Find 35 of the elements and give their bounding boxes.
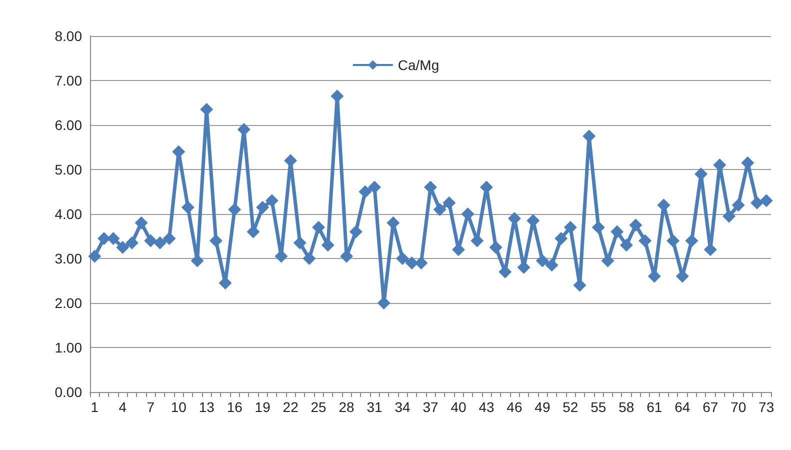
x-tick-label: 70: [730, 399, 746, 415]
x-tick-label: 22: [282, 399, 299, 415]
x-tick-label: 43: [478, 399, 494, 415]
y-tick-label: 5.00: [54, 162, 82, 178]
x-tick-label: 52: [562, 399, 578, 415]
y-tick-label: 6.00: [54, 117, 82, 133]
y-tick-label: 4.00: [54, 206, 82, 222]
x-tick-label: 28: [338, 399, 355, 415]
x-tick-label: 10: [170, 399, 187, 415]
x-tick-label: 37: [422, 399, 438, 415]
x-tick-label: 61: [646, 399, 662, 415]
legend-label: Ca/Mg: [398, 57, 440, 73]
x-tick-label: 7: [146, 399, 155, 415]
x-tick-label: 67: [702, 399, 718, 415]
x-tick-label: 4: [118, 399, 127, 415]
x-tick-label: 73: [758, 399, 774, 415]
x-tick-label: 19: [254, 399, 271, 415]
x-tick-label: 46: [506, 399, 522, 415]
x-tick-label: 13: [198, 399, 215, 415]
x-tick-label: 31: [366, 399, 383, 415]
x-tick-label: 55: [590, 399, 606, 415]
x-tick-label: 25: [310, 399, 327, 415]
y-tick-label: 8.00: [54, 28, 82, 44]
y-tick-label: 3.00: [54, 250, 82, 266]
x-tick-label: 49: [534, 399, 550, 415]
x-tick-label: 40: [450, 399, 466, 415]
y-tick-label: 7.00: [54, 72, 82, 88]
y-tick-label: 1.00: [54, 340, 82, 356]
y-tick-label: 2.00: [54, 295, 82, 311]
x-tick-label: 34: [394, 399, 411, 415]
x-tick-label: 16: [226, 399, 243, 415]
x-tick-label: 64: [674, 399, 690, 415]
y-tick-label: 0.00: [54, 384, 82, 400]
x-tick-label: 1: [90, 399, 99, 415]
x-tick-label: 58: [618, 399, 634, 415]
